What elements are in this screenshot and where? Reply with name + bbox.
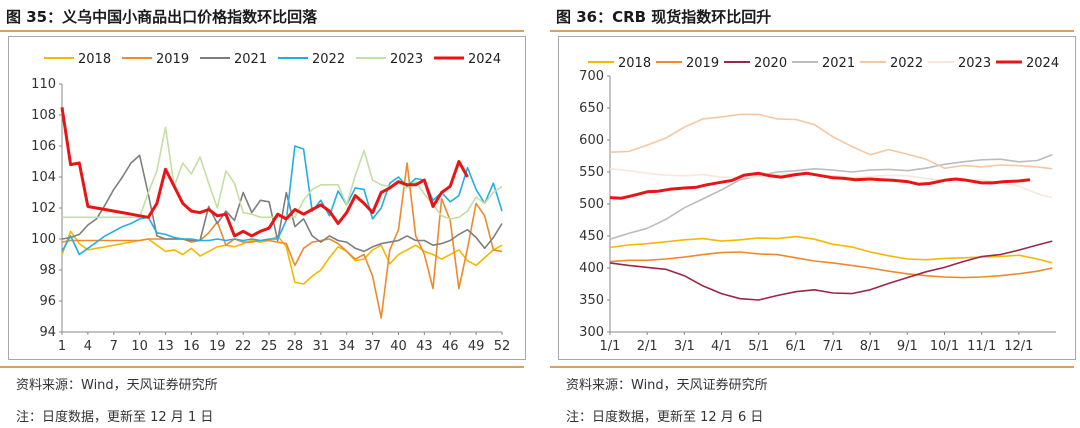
right-x-tick-label: 5/1 — [748, 339, 769, 354]
left-x-tick-label: 46 — [442, 339, 459, 354]
left-figure-title: 图 35：义乌中国小商品出口价格指数环比回落 — [6, 8, 318, 26]
left-y-tick-label: 110 — [31, 77, 56, 92]
left-legend-label-2023: 2023 — [390, 52, 423, 67]
left-x-tick-label: 10 — [131, 339, 148, 354]
left-y-tick-label: 108 — [31, 108, 56, 123]
left-x-tick-label: 37 — [364, 339, 381, 354]
right-series-2022 — [609, 113, 1053, 170]
left-series-2023 — [62, 126, 503, 220]
left-series-2024 — [60, 107, 469, 238]
left-series-2019 — [61, 162, 503, 319]
left-x-tick-label: 28 — [287, 339, 304, 354]
left-legend-label-2021: 2021 — [234, 52, 267, 67]
left-y-tick-label: 104 — [31, 170, 56, 185]
right-y-tick-label: 300 — [579, 325, 604, 340]
left-bottom-rule — [0, 366, 524, 368]
left-y-tick-label: 98 — [39, 263, 56, 278]
left-x-tick-label: 49 — [468, 339, 485, 354]
left-y-tick-label: 100 — [31, 232, 56, 247]
right-x-tick-label: 1/1 — [600, 339, 621, 354]
right-y-tick-label: 350 — [579, 293, 604, 308]
right-x-tick-label: 9/1 — [897, 339, 918, 354]
right-note: 注：日度数据，更新至 12 月 6 日 — [566, 410, 764, 425]
right-x-tick-label: 7/1 — [823, 339, 844, 354]
left-x-tick-label: 40 — [390, 339, 407, 354]
left-y-tick-label: 106 — [31, 139, 56, 154]
right-legend-label-2019: 2019 — [686, 56, 719, 71]
left-title-rule — [0, 30, 524, 32]
right-x-tick-label: 6/1 — [785, 339, 806, 354]
left-legend-label-2019: 2019 — [156, 52, 189, 67]
right-series-2023 — [609, 168, 1053, 199]
left-legend-label-2018: 2018 — [78, 52, 111, 67]
right-x-tick-label: 12/1 — [1004, 339, 1033, 354]
right-legend-label-2023: 2023 — [958, 56, 991, 71]
left-y-tick-label: 94 — [39, 325, 56, 340]
right-y-tick-label: 550 — [579, 165, 604, 180]
left-source: 资料来源：Wind，天风证券研究所 — [16, 378, 218, 393]
right-y-tick-label: 400 — [579, 261, 604, 276]
right-series-2019 — [609, 251, 1053, 279]
right-series-2024 — [609, 171, 1031, 200]
left-x-tick-label: 4 — [84, 339, 92, 354]
right-series-2021 — [609, 153, 1053, 240]
left-x-tick-label: 43 — [416, 339, 433, 354]
right-legend-label-2020: 2020 — [754, 56, 787, 71]
left-x-tick-label: 22 — [235, 339, 252, 354]
left-x-tick-label: 16 — [183, 339, 200, 354]
right-y-tick-label: 650 — [579, 101, 604, 116]
right-legend-label-2022: 2022 — [890, 56, 923, 71]
right-y-tick-label: 600 — [579, 133, 604, 148]
right-plot-frame — [558, 36, 1076, 360]
left-x-tick-label: 31 — [313, 339, 330, 354]
right-legend-label-2018: 2018 — [618, 56, 651, 71]
left-x-tick-label: 7 — [110, 339, 118, 354]
left-legend-label-2022: 2022 — [312, 52, 345, 67]
right-series-2018 — [609, 235, 1053, 264]
left-y-tick-label: 102 — [31, 201, 56, 216]
right-x-tick-label: 4/1 — [711, 339, 732, 354]
right-x-tick-label: 8/1 — [860, 339, 881, 354]
right-figure-title: 图 36：CRB 现货指数环比回升 — [556, 8, 772, 26]
right-x-tick-label: 2/1 — [637, 339, 658, 354]
right-title-rule — [550, 30, 1074, 32]
left-y-tick-label: 96 — [39, 294, 56, 309]
left-x-tick-label: 34 — [338, 339, 355, 354]
left-legend-label-2024: 2024 — [468, 52, 501, 67]
left-x-tick-label: 19 — [209, 339, 226, 354]
right-legend-label-2024: 2024 — [1026, 56, 1059, 71]
right-legend-label-2021: 2021 — [822, 56, 855, 71]
left-note: 注：日度数据，更新至 12 月 1 日 — [16, 410, 214, 425]
right-bottom-rule — [550, 366, 1074, 368]
left-x-tick-label: 52 — [494, 339, 511, 354]
left-x-tick-label: 1 — [58, 339, 66, 354]
panel-right: 图 36：CRB 现货指数环比回升 300 350 400 450 500 550 600 6… — [550, 0, 1080, 428]
left-x-tick-label: 25 — [261, 339, 278, 354]
right-source: 资料来源：Wind，天风证券研究所 — [566, 378, 768, 393]
left-chart: 94 96 98 100 102 104 106 108 110 1 4 7 10 13 16 19 22 25 2… — [31, 52, 511, 354]
right-y-tick-label: 700 — [579, 69, 604, 84]
right-chart: 300 350 400 450 500 550 600 650 700 1/1 2/1 3/1 4/1 5… — [579, 56, 1059, 354]
right-x-tick-label: 3/1 — [674, 339, 695, 354]
panel-left: 图 35：义乌中国小商品出口价格指数环比回落 94 96 98 100 102 104 10… — [0, 0, 530, 428]
right-x-tick-label: 10/1 — [930, 339, 959, 354]
left-x-tick-label: 13 — [157, 339, 174, 354]
right-series-2020 — [609, 240, 1053, 301]
right-x-tick-label: 11/1 — [967, 339, 996, 354]
left-plot-frame — [8, 36, 526, 360]
right-y-tick-label: 500 — [579, 197, 604, 212]
right-y-tick-label: 450 — [579, 229, 604, 244]
